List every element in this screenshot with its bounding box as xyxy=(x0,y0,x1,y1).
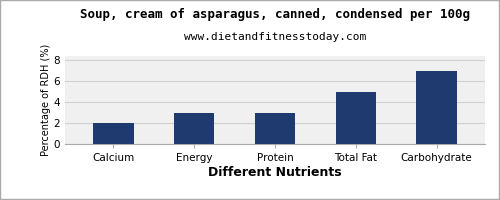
Bar xyxy=(94,123,134,144)
X-axis label: Different Nutrients: Different Nutrients xyxy=(208,166,342,179)
Y-axis label: Percentage of RDH (%): Percentage of RDH (%) xyxy=(40,44,50,156)
Bar xyxy=(336,92,376,144)
Bar xyxy=(416,71,457,144)
Text: Soup, cream of asparagus, canned, condensed per 100g: Soup, cream of asparagus, canned, conden… xyxy=(80,8,470,21)
Bar xyxy=(174,113,214,144)
Bar xyxy=(255,113,295,144)
Text: www.dietandfitnesstoday.com: www.dietandfitnesstoday.com xyxy=(184,32,366,42)
